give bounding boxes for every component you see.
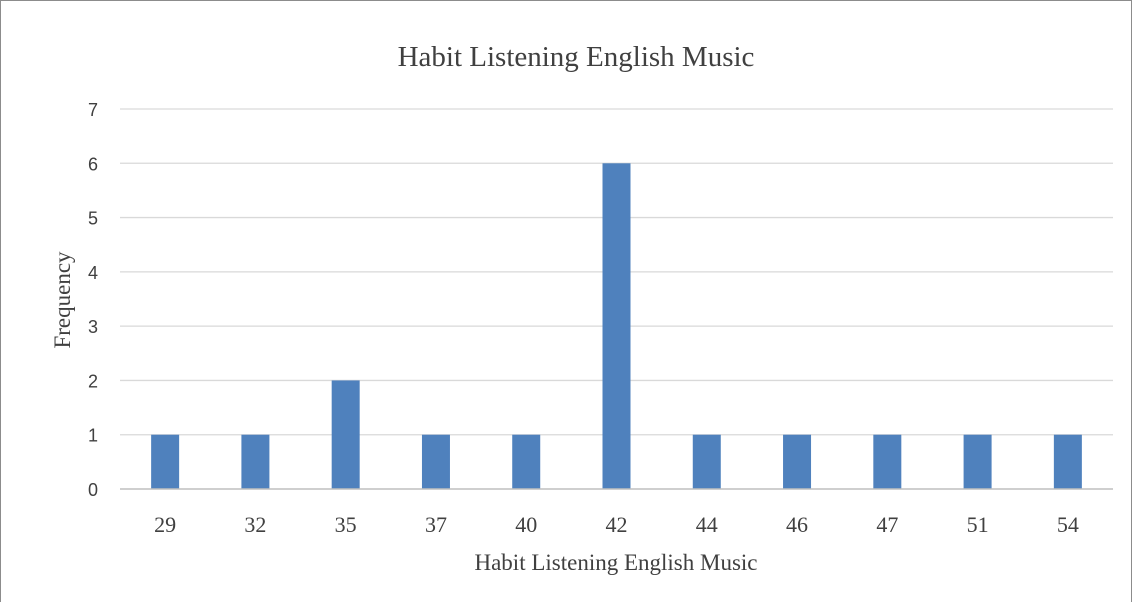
bar-42 xyxy=(603,163,631,489)
x-axis-label: Habit Listening English Music xyxy=(474,550,757,575)
x-tick-label: 42 xyxy=(606,512,628,537)
x-tick-label: 35 xyxy=(335,512,357,537)
bar-37 xyxy=(422,435,450,489)
y-tick-label: 2 xyxy=(88,371,98,391)
y-tick-label: 0 xyxy=(88,480,98,500)
x-tick-label: 40 xyxy=(515,512,537,537)
bar-35 xyxy=(332,380,360,489)
x-tick-label: 37 xyxy=(425,512,447,537)
x-tick-label: 54 xyxy=(1057,512,1079,537)
y-tick-label: 6 xyxy=(88,154,98,174)
x-tick-label: 32 xyxy=(244,512,266,537)
x-tick-label: 51 xyxy=(967,512,989,537)
y-axis-label: Frequency xyxy=(50,251,75,349)
bar-44 xyxy=(693,435,721,489)
bar-51 xyxy=(964,435,992,489)
y-tick-label: 7 xyxy=(88,100,98,120)
y-axis-ticks: 0 1 2 3 4 5 6 7 xyxy=(88,100,98,500)
y-tick-label: 5 xyxy=(88,209,98,229)
x-axis-ticks: 29 32 35 37 40 42 44 46 47 51 54 xyxy=(154,512,1079,537)
chart-title: Habit Listening English Music xyxy=(398,41,755,73)
bar-40 xyxy=(512,435,540,489)
bar-46 xyxy=(783,435,811,489)
x-tick-label: 46 xyxy=(786,512,808,537)
y-tick-label: 4 xyxy=(88,263,98,283)
x-tick-label: 29 xyxy=(154,512,176,537)
x-tick-label: 44 xyxy=(696,512,718,537)
bar-32 xyxy=(241,435,269,489)
bar-47 xyxy=(873,435,901,489)
x-tick-label: 47 xyxy=(876,512,898,537)
bar-29 xyxy=(151,435,179,489)
y-tick-label: 3 xyxy=(88,317,98,337)
bar-54 xyxy=(1054,435,1082,489)
y-tick-label: 1 xyxy=(88,426,98,446)
